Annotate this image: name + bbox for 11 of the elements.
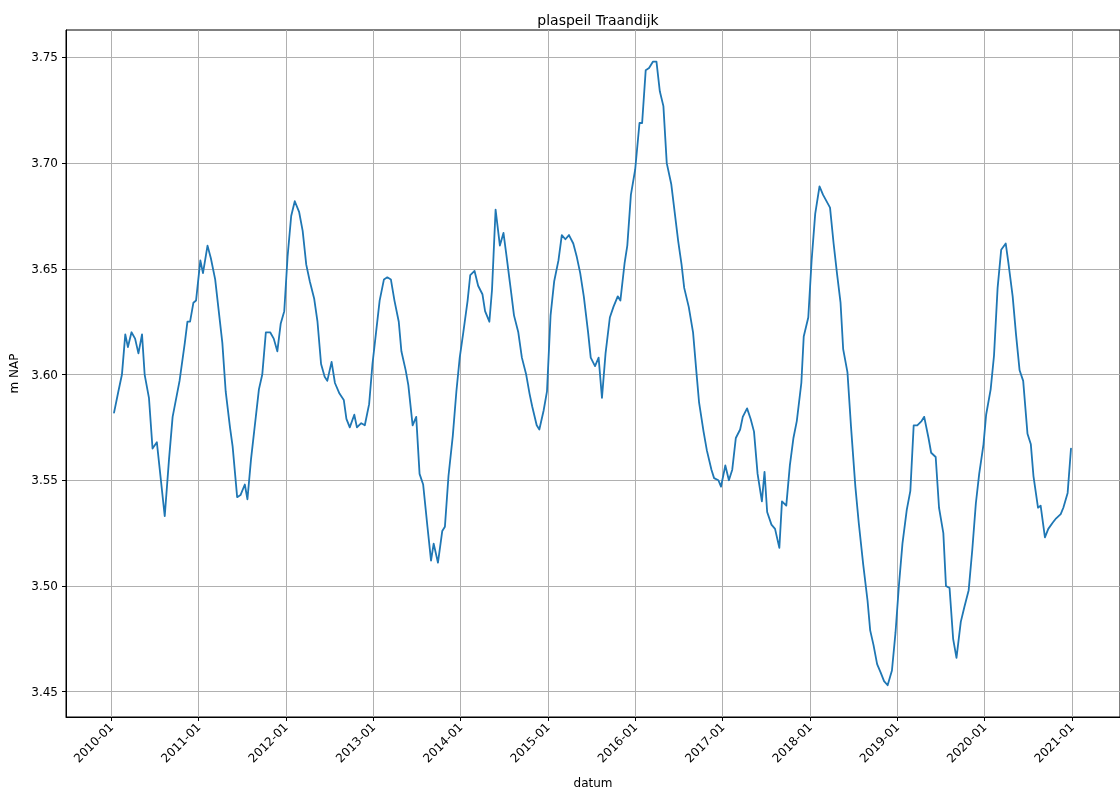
y-tick-label: 3.50 (31, 578, 58, 593)
line-series (113, 60, 1072, 687)
y-tick-label: 3.65 (31, 261, 58, 276)
chart-title: plaspeil Traandijk (537, 12, 660, 28)
y-tick-label: 3.70 (31, 156, 58, 171)
y-tick-label: 3.75 (31, 50, 58, 65)
y-axis-title: m NAP (7, 353, 21, 394)
y-tick-label: 3.55 (31, 473, 58, 488)
x-axis-title: datum (573, 776, 613, 790)
y-tick-label: 3.60 (31, 367, 58, 382)
y-tick-label: 3.45 (31, 684, 58, 699)
